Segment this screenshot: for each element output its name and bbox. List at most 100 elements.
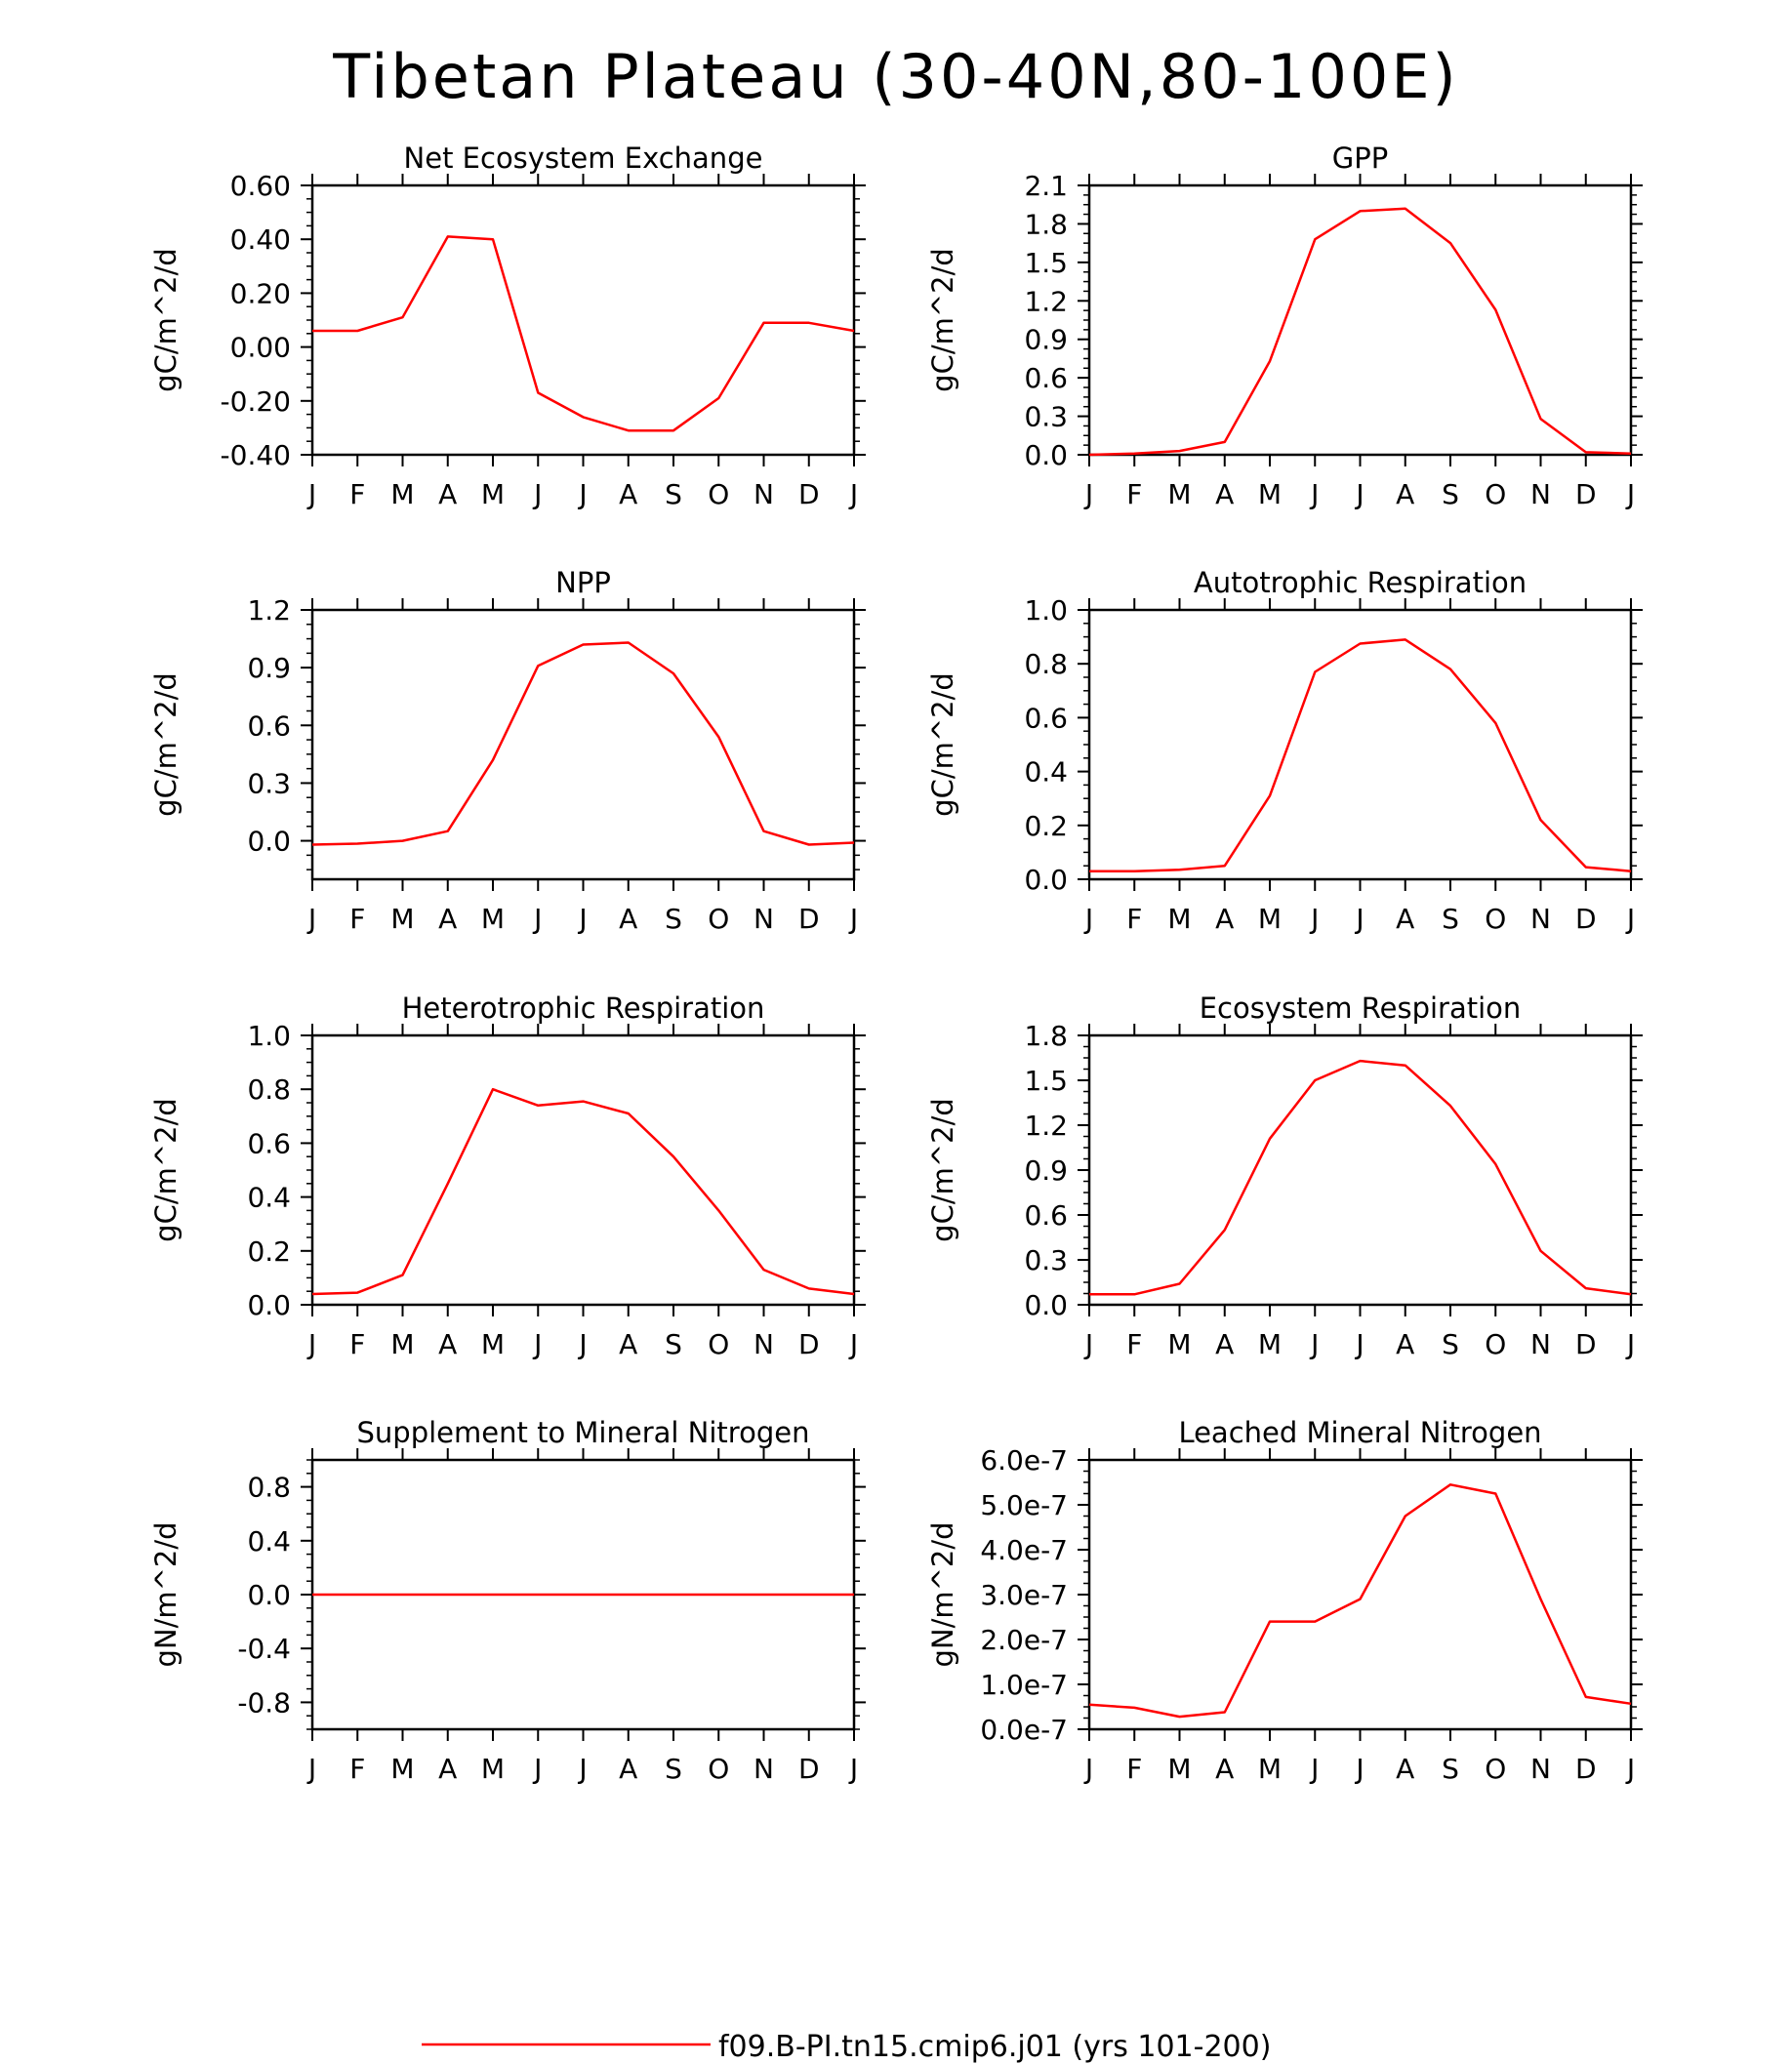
x-tick-label: J [1309,1328,1319,1360]
x-tick-label: N [1530,1753,1551,1785]
plot-frame [1087,608,1633,881]
y-tick-label: 0.6 [1024,702,1068,734]
y-tick-label: 0.4 [247,1525,291,1558]
chart-panel: Autotrophic Respiration 0.0 0.2 0.4 0.6 0.8 1.… [926,566,1643,935]
y-tick-label: 0.3 [1024,401,1068,433]
chart-title: NPP [555,566,611,599]
x-tick-label: S [1442,1328,1459,1360]
x-tick-label: A [1396,478,1414,510]
x-tick-label: N [753,478,774,510]
x-tick-label: S [665,903,682,935]
x-tick-label: A [619,1328,637,1360]
chart-title: Autotrophic Respiration [1194,566,1527,599]
y-tick-label: 1.0 [1024,594,1068,627]
y-tick-label: 0.0 [1024,439,1068,471]
y-tick-label: 3.0e-7 [980,1579,1068,1611]
x-tick-label: J [1625,903,1635,935]
y-tick-label: 4.0e-7 [980,1534,1068,1566]
y-tick-label: 6.0e-7 [980,1444,1068,1477]
chart-panel: Ecosystem Respiration 0.0 0.3 0.6 0.9 1.2 1.5 1… [926,992,1643,1360]
chart-panel: Supplement to Mineral Nitrogen -0.8 -0.4 0.… [149,1416,866,1785]
x-tick-label: M [1167,903,1191,935]
x-tick-label: M [1258,903,1282,935]
plot-frame [1087,183,1633,457]
x-tick-label: M [1258,1753,1282,1785]
x-tick-label: J [532,478,542,510]
x-tick-label: J [1625,1753,1635,1785]
x-tick-label: M [1258,1328,1282,1360]
x-tick-label: J [306,903,316,935]
x-tick-label: A [619,1753,637,1785]
x-tick-label: D [798,478,820,510]
x-tick-label: M [390,1753,414,1785]
x-tick-label: A [1215,903,1234,935]
x-tick-label: M [390,1328,414,1360]
y-axis-label: gC/m^2/d [926,1098,959,1242]
x-tick-label: F [1126,1753,1142,1785]
x-tick-label: J [1309,478,1319,510]
x-tick-label: J [1309,903,1319,935]
plot-frame [1087,1033,1633,1307]
x-tick-label: N [753,1328,774,1360]
figure-title: Tibetan Plateau (30-40N,80-100E) [332,41,1458,112]
plot-frame [310,608,856,881]
y-tick-label: 1.5 [1024,247,1068,279]
series-line [1089,638,1632,872]
y-tick-label: 0.9 [247,652,291,684]
x-tick-label: S [1442,478,1459,510]
x-tick-label: J [1625,478,1635,510]
x-tick-label: A [1215,1328,1234,1360]
x-tick-label: O [1485,1753,1506,1785]
y-tick-label: 0.8 [247,1472,291,1504]
chart-title: Ecosystem Respiration [1200,992,1522,1025]
x-tick-label: M [390,478,414,510]
y-tick-label: 0.8 [247,1073,291,1106]
y-tick-label: 0.6 [1024,362,1068,394]
x-tick-label: J [532,1328,542,1360]
x-tick-label: M [390,903,414,935]
x-tick-label: J [577,903,587,935]
x-tick-label: F [349,1753,365,1785]
y-tick-label: 0.60 [230,170,291,202]
y-tick-label: 0.9 [1024,1154,1068,1187]
x-tick-label: A [1215,478,1234,510]
y-tick-label: 1.8 [1024,208,1068,240]
y-tick-label: 1.2 [247,594,291,627]
y-tick-label: 0.0 [247,1289,291,1321]
x-tick-label: J [1083,478,1093,510]
legend-label: f09.B-PI.tn15.cmip6.j01 (yrs 101-200) [718,2030,1271,2064]
y-tick-label: 0.0e-7 [980,1714,1068,1746]
y-tick-label: -0.8 [237,1686,291,1719]
x-tick-label: D [798,903,820,935]
x-tick-label: A [438,903,457,935]
chart-title: Supplement to Mineral Nitrogen [357,1416,810,1449]
chart-title: Leached Mineral Nitrogen [1178,1416,1541,1449]
x-tick-label: J [1083,903,1093,935]
x-tick-label: F [349,478,365,510]
plot-frame [310,1033,856,1307]
y-axis-label: gC/m^2/d [149,1098,183,1242]
y-tick-label: 0.00 [230,332,291,364]
x-tick-label: S [665,478,682,510]
y-tick-label: 1.0 [247,1020,291,1052]
chart-title: GPP [1332,142,1388,175]
y-tick-label: 0.8 [1024,648,1068,680]
x-tick-label: S [665,1328,682,1360]
x-tick-label: O [708,903,729,935]
y-tick-label: 1.0e-7 [980,1669,1068,1701]
legend: f09.B-PI.tn15.cmip6.j01 (yrs 101-200) [422,2030,1271,2064]
x-tick-label: J [1625,1328,1635,1360]
x-tick-label: S [1442,1753,1459,1785]
x-tick-label: J [306,1328,316,1360]
x-tick-label: F [1126,903,1142,935]
x-tick-label: J [1354,1753,1364,1785]
y-tick-label: 0.4 [247,1182,291,1214]
x-tick-label: M [481,903,505,935]
y-axis-label: gC/m^2/d [926,248,959,392]
y-tick-label: 0.0 [1024,864,1068,896]
series-line [1088,207,1632,457]
x-tick-label: J [306,1753,316,1785]
series-line [1089,1059,1632,1296]
